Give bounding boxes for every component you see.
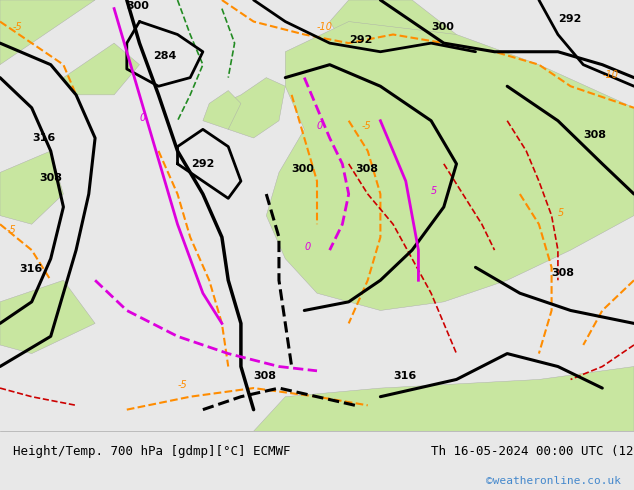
Text: 0: 0	[139, 113, 146, 122]
Text: -5: -5	[13, 22, 22, 32]
Polygon shape	[63, 43, 139, 95]
Text: 284: 284	[153, 51, 176, 61]
Polygon shape	[222, 77, 285, 138]
Polygon shape	[330, 0, 456, 86]
Text: 0: 0	[304, 242, 311, 252]
Text: 316: 316	[393, 371, 417, 381]
Text: 300: 300	[431, 22, 454, 32]
Text: ©weatheronline.co.uk: ©weatheronline.co.uk	[486, 476, 621, 486]
Polygon shape	[0, 0, 95, 65]
Polygon shape	[0, 151, 63, 224]
Polygon shape	[266, 22, 634, 311]
Text: -10: -10	[602, 70, 618, 79]
Text: 5: 5	[431, 186, 437, 196]
Text: 292: 292	[558, 14, 581, 24]
Text: 308: 308	[552, 268, 574, 278]
Text: Th 16-05-2024 00:00 UTC (12+108): Th 16-05-2024 00:00 UTC (12+108)	[431, 445, 634, 458]
Polygon shape	[0, 280, 95, 354]
Text: -5: -5	[178, 380, 187, 390]
Text: -5: -5	[6, 225, 16, 235]
Text: 292: 292	[349, 35, 372, 45]
Polygon shape	[254, 367, 634, 431]
Text: -10: -10	[317, 22, 333, 32]
Text: 308: 308	[39, 173, 62, 183]
Text: -5: -5	[361, 122, 371, 131]
Text: 300: 300	[292, 165, 314, 174]
Text: 0: 0	[317, 122, 323, 131]
Text: Height/Temp. 700 hPa [gdmp][°C] ECMWF: Height/Temp. 700 hPa [gdmp][°C] ECMWF	[13, 445, 290, 458]
Text: 292: 292	[191, 159, 214, 169]
Text: 316: 316	[19, 264, 42, 273]
Text: 308: 308	[583, 130, 606, 140]
Polygon shape	[203, 91, 241, 129]
Text: 300: 300	[127, 0, 150, 11]
Text: 308: 308	[355, 165, 378, 174]
Text: 308: 308	[254, 371, 276, 381]
Text: 5: 5	[558, 208, 564, 218]
Text: 316: 316	[33, 133, 56, 143]
